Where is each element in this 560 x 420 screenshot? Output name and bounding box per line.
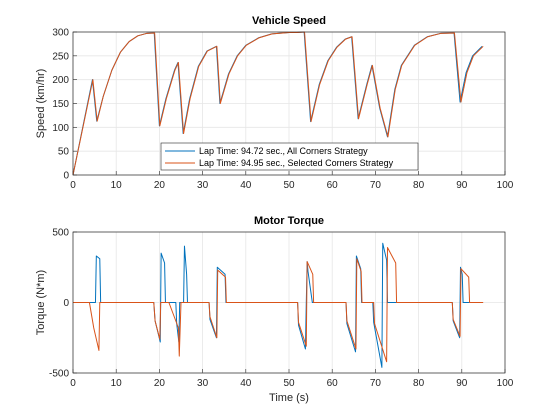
torque-x-tick-label: 60 xyxy=(327,378,339,389)
torque-x-tick-label: 30 xyxy=(197,378,209,389)
speed-x-tick-label: 0 xyxy=(70,180,76,191)
torque-x-tick-label: 100 xyxy=(497,378,514,389)
speed-y-tick-label: 150 xyxy=(52,99,69,110)
torque-x-tick-label: 80 xyxy=(413,378,425,389)
speed-x-tick-label: 50 xyxy=(283,180,295,191)
torque-chart-title: Motor Torque xyxy=(254,215,324,227)
torque-series-line-all-corners xyxy=(73,242,483,368)
torque-x-tick-label: 10 xyxy=(111,378,123,389)
torque-y-tick-label: -500 xyxy=(49,369,69,380)
speed-x-tick-label: 60 xyxy=(327,180,339,191)
torque-axes-box xyxy=(72,231,506,374)
speed-x-tick-label: 40 xyxy=(240,180,252,191)
speed-y-tick-label: 100 xyxy=(52,123,69,134)
legend-label-all-corners: Lap Time: 94.72 sec., All Corners Strate… xyxy=(199,146,368,156)
speed-axes-box xyxy=(72,31,506,176)
speed-y-tick-label: 250 xyxy=(52,51,69,62)
torque-y-tick-label: 0 xyxy=(63,298,69,309)
speed-series-line-selected-corners xyxy=(72,31,484,176)
speed-x-tick-label: 30 xyxy=(197,180,209,191)
speed-x-tick-label: 90 xyxy=(456,180,468,191)
speed-legend: Lap Time: 94.72 sec., All Corners Strate… xyxy=(160,142,419,171)
speed-y-tick-label: 0 xyxy=(63,171,69,182)
torque-x-tick-label: 70 xyxy=(370,378,382,389)
speed-x-tick-label: 10 xyxy=(111,180,123,191)
torque-x-tick-label: 50 xyxy=(283,378,295,389)
torque-x-tick-label: 0 xyxy=(70,378,76,389)
speed-x-tick-label: 20 xyxy=(154,180,166,191)
torque-x-tick-label: 40 xyxy=(240,378,252,389)
torque-x-tick-label: 90 xyxy=(456,378,468,389)
speed-axes: Speed (km/hr) 0 10 20 30 40 50 60 70 80 90 100 0 50 1… xyxy=(35,15,514,191)
torque-x-axis-label: Time (s) xyxy=(269,392,309,404)
speed-chart-title: Vehicle Speed xyxy=(252,15,326,27)
speed-y-tick-label: 50 xyxy=(58,147,70,158)
speed-x-tick-label: 100 xyxy=(497,180,514,191)
torque-y-tick-label: 500 xyxy=(52,228,69,239)
speed-y-tick-label: 300 xyxy=(52,28,69,39)
speed-y-axis-label: Speed (km/hr) xyxy=(35,69,47,139)
speed-x-tick-label: 80 xyxy=(413,180,425,191)
speed-y-tick-label: 200 xyxy=(52,75,69,86)
legend-label-selected-corners: Lap Time: 94.95 sec., Selected Corners S… xyxy=(199,158,394,168)
torque-x-tick-label: 20 xyxy=(154,378,166,389)
torque-series-line-selected-corners xyxy=(73,247,484,363)
torque-axes: Torque (N*m) Time (s) 0 10 20 30 40 50 60 70 80 9… xyxy=(35,215,514,404)
legend-box xyxy=(160,142,419,171)
speed-x-tick-label: 70 xyxy=(370,180,382,191)
torque-y-axis-label: Torque (N*m) xyxy=(35,270,47,335)
